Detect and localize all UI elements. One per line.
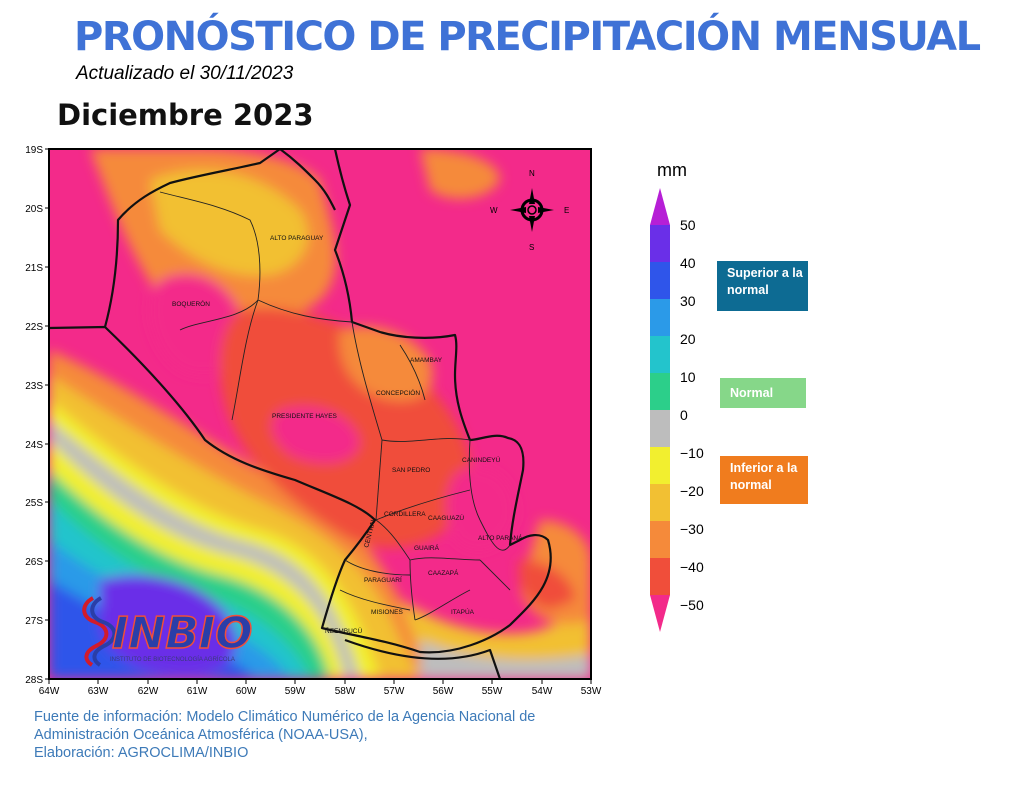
compass-s: S xyxy=(529,243,534,252)
colorbar-segment xyxy=(650,410,670,448)
lat-tick: 26S xyxy=(25,557,43,568)
colorbar-segments xyxy=(650,188,670,632)
dept-label: CAAZAPÁ xyxy=(428,568,459,577)
colorbar-label: −30 xyxy=(680,521,704,537)
colorbar-segment xyxy=(650,521,670,559)
colorbar-label: 30 xyxy=(680,293,696,309)
colorbar-segment xyxy=(650,595,670,632)
lon-tick: 55W xyxy=(482,686,503,697)
lon-tick: 57W xyxy=(384,686,405,697)
page-title: PRONÓSTICO DE PRECIPITACIÓN MENSUAL xyxy=(74,14,981,60)
dept-label: BOQUERÓN xyxy=(172,299,210,308)
lon-tick: 61W xyxy=(187,686,208,697)
colorbar-label: −50 xyxy=(680,597,704,613)
update-date: Actualizado el 30/11/2023 xyxy=(76,63,294,84)
lon-tick: 64W xyxy=(39,686,60,697)
lon-axis: 64W 63W 62W 61W 60W 59W 58W 57W 56W 55W … xyxy=(39,679,602,697)
colorbar-label: 20 xyxy=(680,331,696,347)
colorbar-label: 10 xyxy=(680,369,696,385)
colorbar-unit: mm xyxy=(657,160,687,180)
colorbar-segment xyxy=(650,558,670,596)
dept-label: GUAIRÁ xyxy=(414,543,440,552)
colorbar xyxy=(650,188,670,632)
colorbar-segment xyxy=(650,299,670,337)
dept-label: ALTO PARANÁ xyxy=(478,533,523,542)
lon-tick: 58W xyxy=(335,686,356,697)
source-line-3: Elaboración: AGROCLIMA/INBIO xyxy=(34,745,249,761)
lon-tick: 54W xyxy=(532,686,553,697)
lat-tick: 19S xyxy=(25,145,43,156)
lat-tick: 23S xyxy=(25,381,43,392)
dept-label: MISIONES xyxy=(371,609,403,616)
compass-rose: N S W E xyxy=(490,169,569,252)
compass-e: E xyxy=(564,206,569,215)
lon-tick: 60W xyxy=(236,686,257,697)
colorbar-label: −20 xyxy=(680,483,704,499)
source-note: Fuente de información: Modelo Climático … xyxy=(34,708,674,762)
source-line-2: Administración Oceánica Atmosférica (NOA… xyxy=(34,727,368,743)
lat-tick: 25S xyxy=(25,498,43,509)
colorbar-segment xyxy=(650,484,670,522)
legend-normal-label: Normal xyxy=(730,386,774,400)
lat-axis: 19S 20S 21S 22S 23S 24S 25S 26S 27S 28S xyxy=(25,145,49,686)
colorbar-label: 40 xyxy=(680,255,696,271)
map-frame xyxy=(48,148,592,680)
dept-label: CORDILLERA xyxy=(384,511,426,518)
precipitation-field xyxy=(49,149,591,679)
colorbar-label: −10 xyxy=(680,445,704,461)
legend-inferior-label: Inferior a la normal xyxy=(730,461,798,492)
lon-tick: 62W xyxy=(138,686,159,697)
colorbar-label: 50 xyxy=(680,217,696,233)
colorbar-segment xyxy=(650,225,670,263)
legend-normal: Normal xyxy=(720,378,806,408)
lon-tick: 53W xyxy=(581,686,602,697)
dept-label: CAAGUAZÚ xyxy=(428,513,464,522)
department-labels: ALTO PARAGUAY BOQUERÓN PRESIDENTE HAYES … xyxy=(172,235,523,635)
lon-tick: 59W xyxy=(285,686,306,697)
compass-w: W xyxy=(490,206,498,215)
precipitation-map: ALTO PARAGUAY BOQUERÓN PRESIDENTE HAYES … xyxy=(25,145,602,697)
lat-tick: 28S xyxy=(25,675,43,686)
dept-label: SAN PEDRO xyxy=(392,467,430,474)
logo-subtitle: INSTITUTO DE BIOTECNOLOGÍA AGRÍCOLA xyxy=(110,656,235,663)
colorbar-segment xyxy=(650,373,670,411)
dept-label: PRESIDENTE HAYES xyxy=(272,413,338,420)
lat-tick: 21S xyxy=(25,263,43,274)
dept-label: ALTO PARAGUAY xyxy=(270,235,324,242)
lat-tick: 22S xyxy=(25,322,43,333)
department-borders xyxy=(159,191,511,621)
compass-n: N xyxy=(529,169,535,178)
colorbar-segment xyxy=(650,447,670,485)
logo-text: INBIO xyxy=(112,608,253,659)
source-line-1: Fuente de información: Modelo Climático … xyxy=(34,709,536,725)
dept-label: ITAPÚA xyxy=(451,607,475,616)
lat-tick: 27S xyxy=(25,616,43,627)
colorbar-segment xyxy=(650,262,670,300)
lat-tick: 20S xyxy=(25,204,43,215)
legend-superior: Superior a la normal xyxy=(717,261,808,311)
legend-superior-label: Superior a la normal xyxy=(727,266,803,297)
lat-tick: 24S xyxy=(25,440,43,451)
colorbar-segment xyxy=(650,336,670,374)
dept-label: ÑEEMBUCÚ xyxy=(325,626,363,635)
dept-label: CANINDEYÚ xyxy=(462,455,501,464)
forecast-month: Diciembre 2023 xyxy=(57,98,314,132)
inbio-logo: INBIO INSTITUTO DE BIOTECNOLOGÍA AGRÍCOL… xyxy=(82,596,253,667)
dept-label: CONCEPCIÓN xyxy=(376,388,420,397)
lon-tick: 63W xyxy=(88,686,109,697)
colorbar-segment xyxy=(650,188,670,225)
dept-label: AMAMBAY xyxy=(410,357,443,364)
legend-inferior: Inferior a la normal xyxy=(720,456,808,504)
colorbar-label: 0 xyxy=(680,407,688,423)
lon-tick: 56W xyxy=(433,686,454,697)
colorbar-label: −40 xyxy=(680,559,704,575)
paraguay-border xyxy=(48,148,552,680)
dept-label: PARAGUARÍ xyxy=(364,575,402,584)
